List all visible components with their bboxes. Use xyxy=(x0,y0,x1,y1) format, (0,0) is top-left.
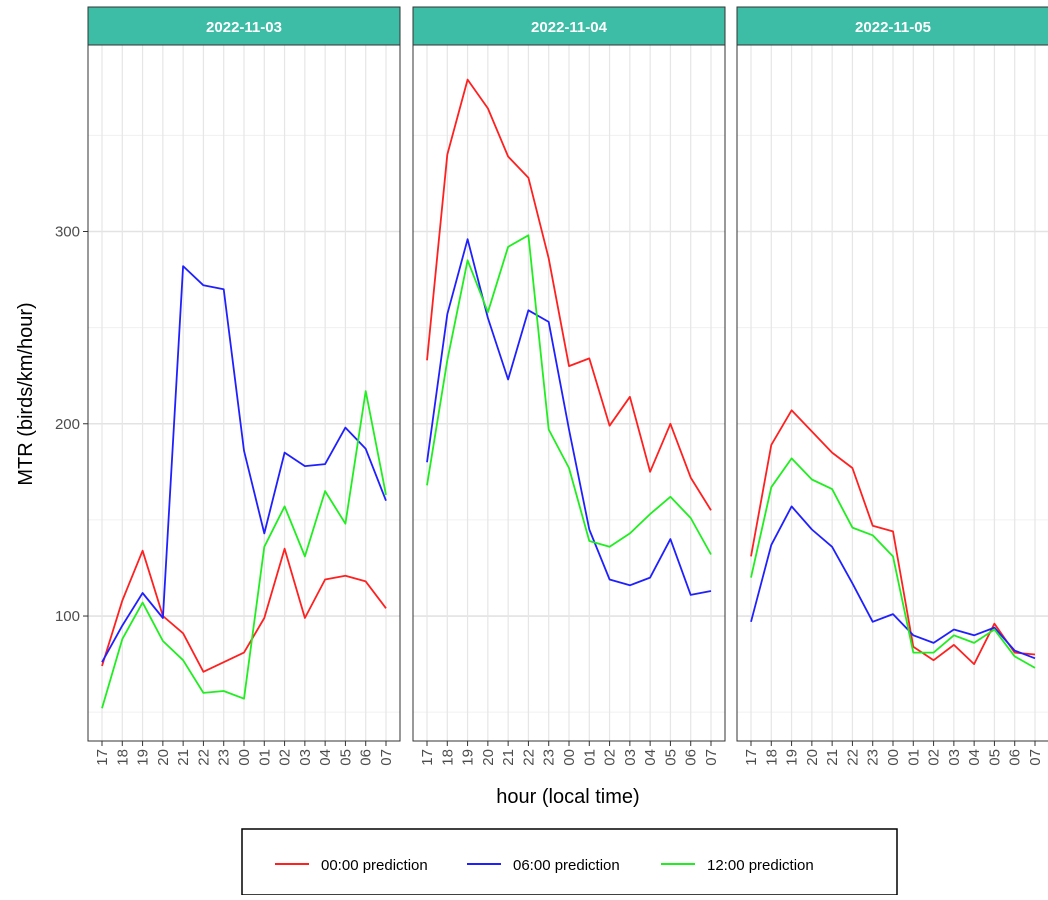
series-line xyxy=(426,78,712,511)
x-tick-label: 06 xyxy=(683,749,700,766)
y-tick-label: 300 xyxy=(55,223,80,240)
x-tick-label: 00 xyxy=(236,749,253,766)
x-tick-label: 04 xyxy=(317,749,334,766)
facet-strip-label: 2022-11-05 xyxy=(855,19,931,36)
x-tick-label: 23 xyxy=(865,749,882,766)
x-tick-label: 06 xyxy=(358,749,375,766)
facet-panel: 2022-11-04 17 18 19 20 21 22 23 00 01 02 03 04 05 06 07 xyxy=(412,6,726,766)
x-tick-label: 22 xyxy=(844,749,861,766)
x-tick-label: 07 xyxy=(1027,749,1044,766)
x-tick-label: 18 xyxy=(439,749,456,766)
x-tick-label: 03 xyxy=(622,749,639,766)
x-tick-label: 22 xyxy=(520,749,537,766)
x-tick-label: 01 xyxy=(581,749,598,766)
facet-strip xyxy=(412,6,726,46)
x-tick-label: 00 xyxy=(885,749,902,766)
y-tick-label: 200 xyxy=(55,416,80,433)
x-tick-label: 22 xyxy=(195,749,212,766)
series-line xyxy=(426,234,712,555)
x-tick-label: 02 xyxy=(926,749,943,766)
legend-label: 12:00 prediction xyxy=(707,857,814,874)
x-tick-label: 00 xyxy=(561,749,578,766)
x-tick-label: 07 xyxy=(378,749,395,766)
series-line xyxy=(101,390,387,709)
legend-box xyxy=(241,828,898,896)
x-tick-label: 02 xyxy=(277,749,294,766)
series-line xyxy=(101,265,387,663)
x-tick-label: 03 xyxy=(297,749,314,766)
legend-label: 06:00 prediction xyxy=(513,857,620,874)
x-tick-label: 20 xyxy=(155,749,172,766)
x-tick-label: 18 xyxy=(114,749,131,766)
x-tick-label: 07 xyxy=(703,749,720,766)
x-tick-label: 05 xyxy=(986,749,1003,766)
legend: 00:00 prediction 06:00 prediction 12:00 pr… xyxy=(241,828,898,896)
x-tick-label: 04 xyxy=(642,749,659,766)
facet-panel: 2022-11-05 17 18 19 20 21 22 23 00 01 02 03 04 05 06 07 xyxy=(736,6,1048,766)
x-tick-label: 01 xyxy=(905,749,922,766)
x-tick-label: 20 xyxy=(804,749,821,766)
y-axis-title: MTR (birds/km/hour) xyxy=(15,302,37,485)
series-line xyxy=(101,547,387,673)
series-line xyxy=(426,238,712,596)
x-tick-label: 17 xyxy=(743,749,760,766)
x-tick-label: 23 xyxy=(541,749,558,766)
x-tick-label: 06 xyxy=(1007,749,1024,766)
x-tick-label: 18 xyxy=(763,749,780,766)
x-tick-label: 05 xyxy=(662,749,679,766)
series-line xyxy=(750,457,1036,669)
x-tick-label: 21 xyxy=(175,749,192,766)
x-tick-label: 19 xyxy=(784,749,801,766)
series-line xyxy=(750,409,1036,665)
x-tick-label: 20 xyxy=(480,749,497,766)
x-tick-label: 23 xyxy=(216,749,233,766)
x-tick-label: 17 xyxy=(419,749,436,766)
x-tick-label: 21 xyxy=(500,749,517,766)
facet-strip xyxy=(87,6,401,46)
x-tick-label: 02 xyxy=(602,749,619,766)
facet-strip xyxy=(736,6,1048,46)
x-tick-label: 01 xyxy=(256,749,273,766)
facet-panel: 2022-11-03 17 18 19 20 21 22 23 00 01 02 03 04 05 06 07 xyxy=(87,6,401,766)
x-tick-label: 03 xyxy=(946,749,963,766)
x-tick-label: 05 xyxy=(337,749,354,766)
x-tick-label: 19 xyxy=(460,749,477,766)
x-tick-label: 17 xyxy=(94,749,111,766)
y-tick-label: 100 xyxy=(55,608,80,625)
x-tick-label: 19 xyxy=(135,749,152,766)
x-tick-label: 21 xyxy=(824,749,841,766)
x-tick-label: 04 xyxy=(966,749,983,766)
facet-strip-label: 2022-11-03 xyxy=(206,19,282,36)
x-axis-title: hour (local time) xyxy=(496,786,639,808)
legend-label: 00:00 prediction xyxy=(321,857,428,874)
facet-strip-label: 2022-11-04 xyxy=(531,19,608,36)
series-line xyxy=(750,505,1036,660)
